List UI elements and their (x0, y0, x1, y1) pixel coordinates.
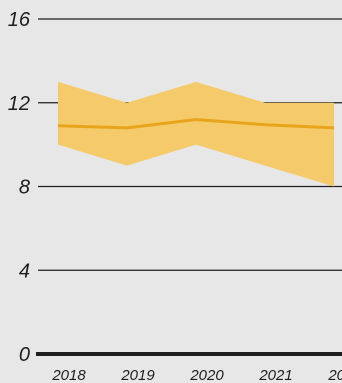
y-tick-label-12: 12 (8, 93, 30, 115)
series-line-layer (57, 118, 335, 130)
y-tick-labels: 0 4 8 12 16 (8, 9, 31, 366)
uncertainty-band (58, 81, 334, 187)
x-tick-label-2022: 2022 (327, 367, 342, 383)
y-tick-label-4: 4 (19, 260, 30, 282)
x-tick-label-2019: 2019 (120, 367, 155, 383)
x-tick-label-2020: 2020 (189, 367, 224, 383)
series-line-0 (57, 118, 335, 130)
y-tick-label-0: 0 (19, 344, 30, 366)
x-tick-labels: 2018 2019 2020 2021 2022 (51, 367, 342, 383)
x-tick-label-2021: 2021 (258, 367, 292, 383)
uncertainty-band-layer (58, 81, 334, 187)
x-tick-label-2018: 2018 (51, 367, 86, 383)
y-tick-label-16: 16 (8, 9, 31, 31)
y-tick-label-8: 8 (19, 177, 30, 199)
